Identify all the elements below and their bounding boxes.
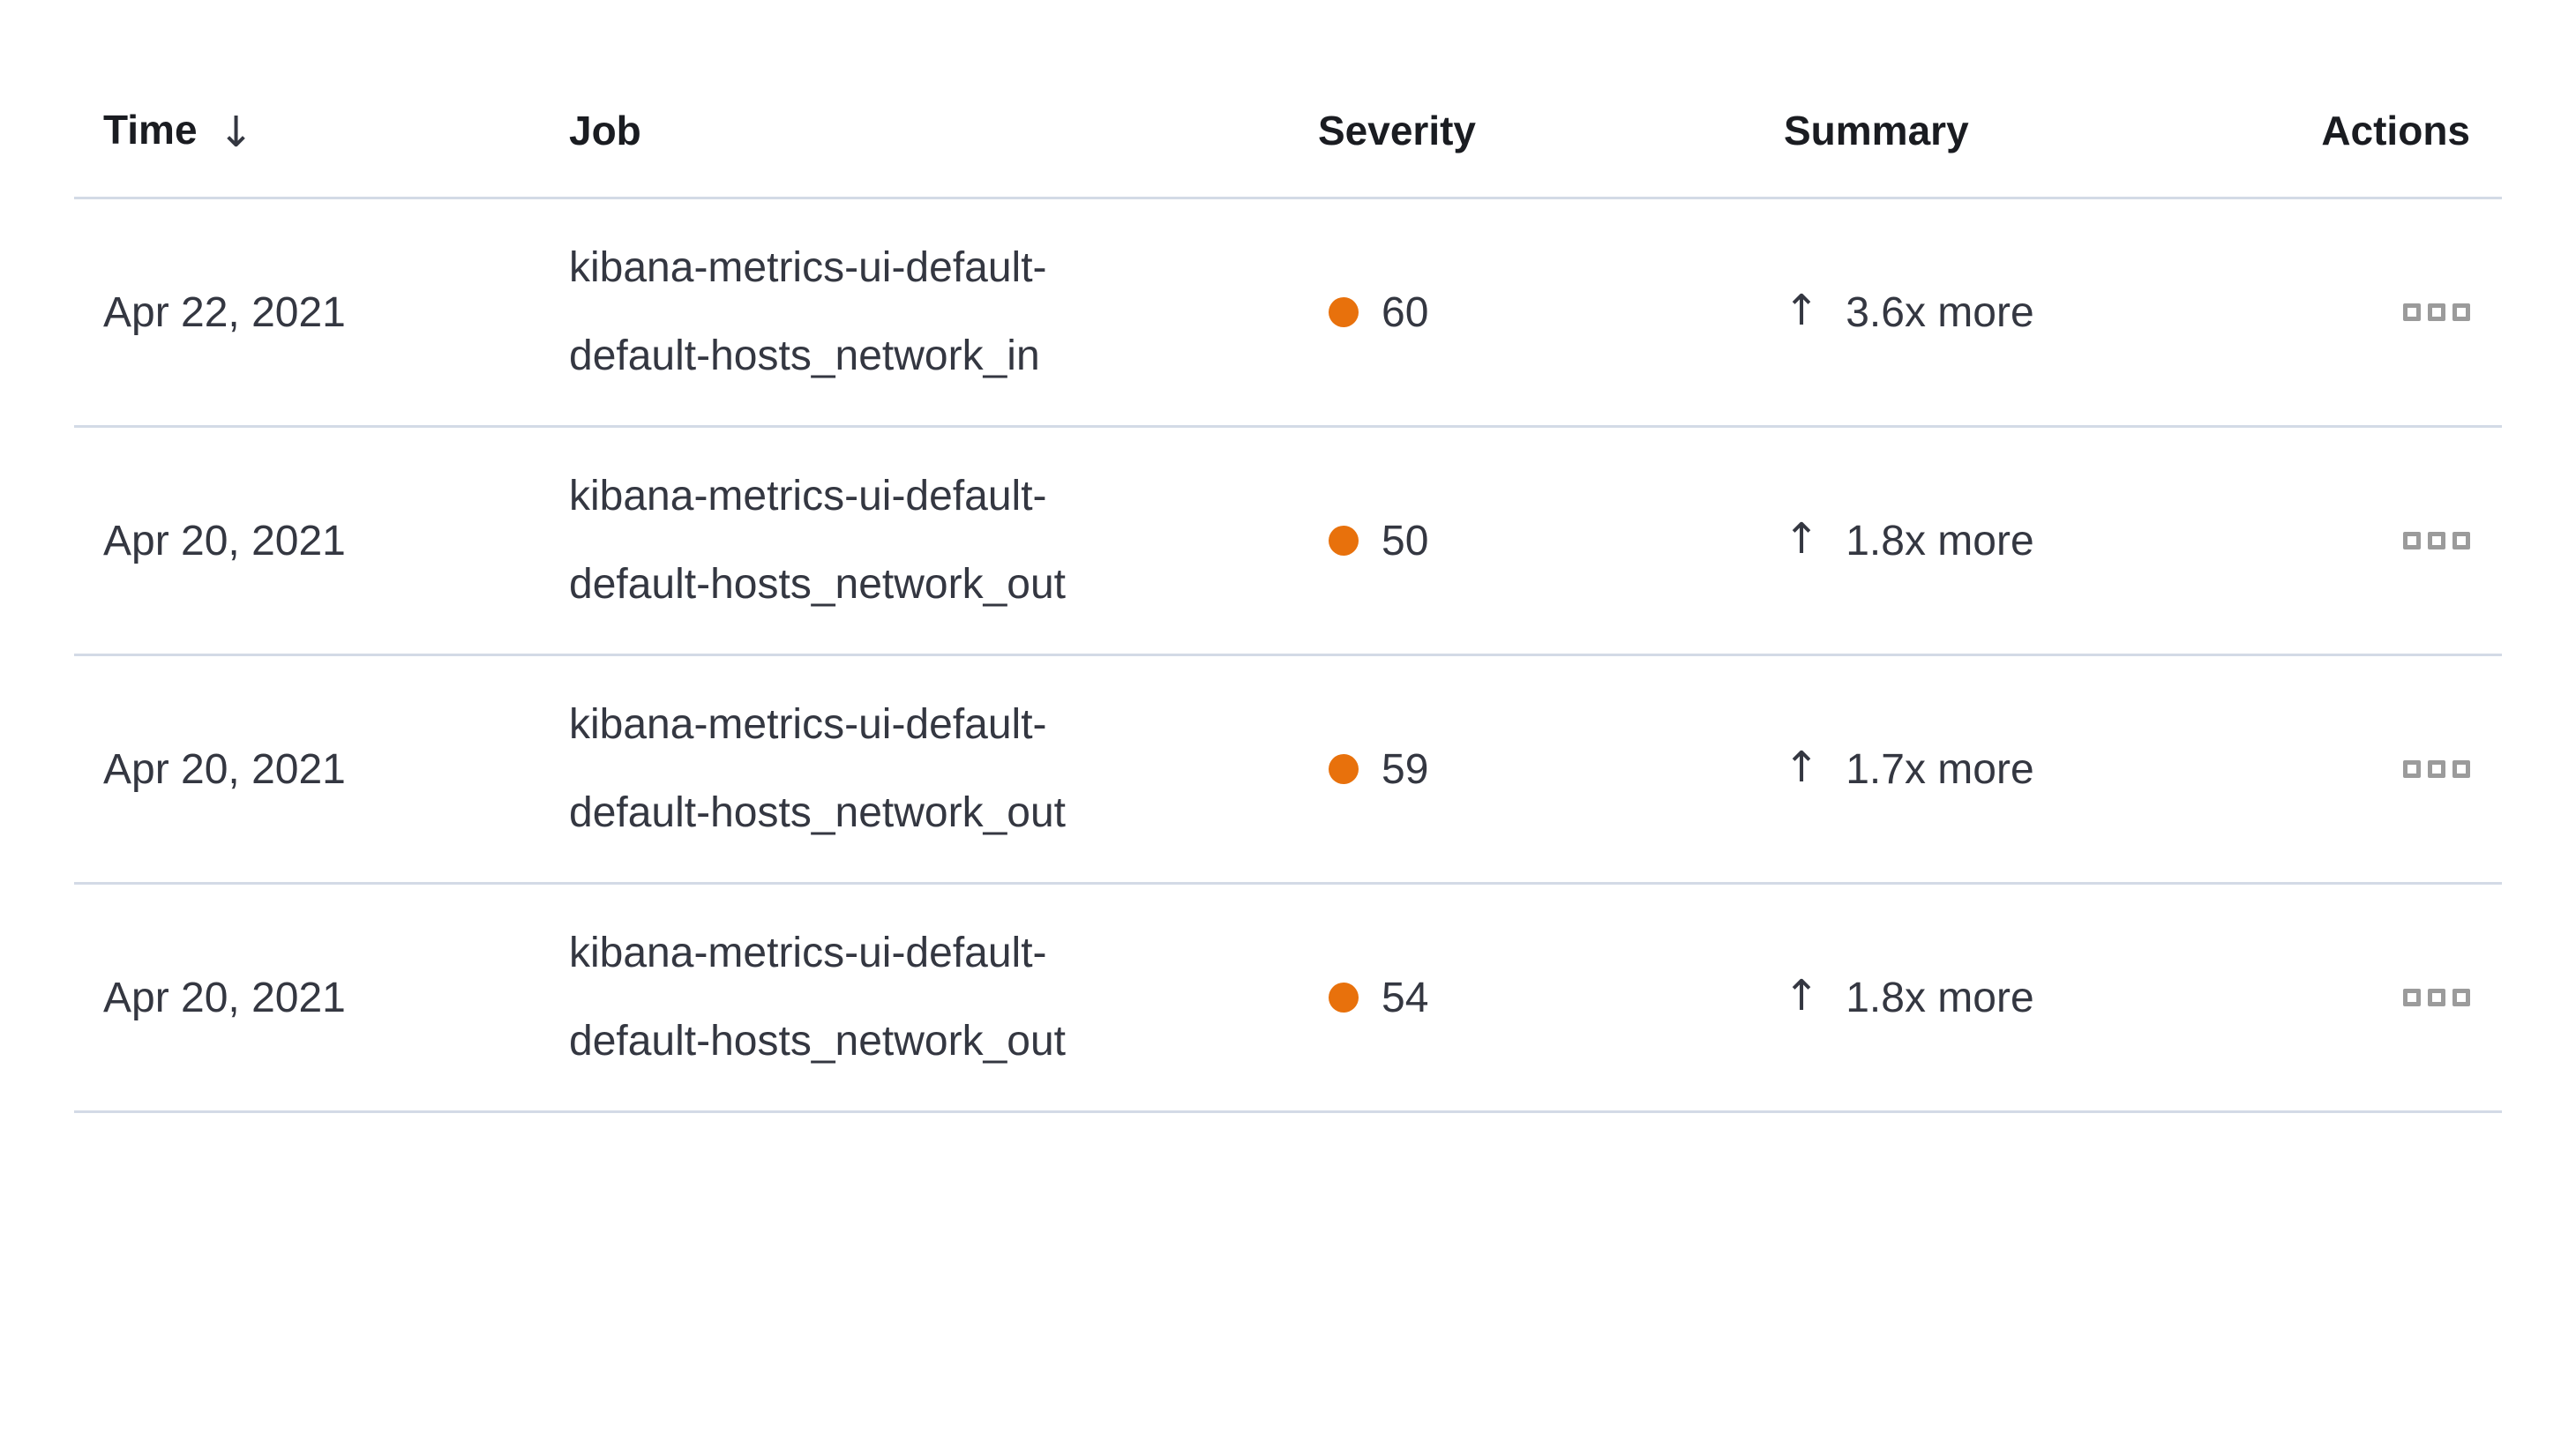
severity-dot-icon	[1329, 526, 1359, 556]
cell-summary: ↑ 1.7x more	[1755, 743, 2307, 794]
cell-time: Apr 22, 2021	[74, 288, 540, 337]
cell-actions	[2307, 303, 2502, 321]
cell-severity: 54	[1289, 974, 1755, 1022]
cell-job: kibana-metrics-ui-default- default-hosts…	[540, 681, 1289, 857]
column-header-time[interactable]: Time ↓	[74, 105, 540, 197]
job-name: kibana-metrics-ui-default- default-hosts…	[569, 473, 1067, 608]
cell-time: Apr 20, 2021	[74, 517, 540, 565]
table-row: Apr 20, 2021 kibana-metrics-ui-default- …	[74, 885, 2502, 1113]
severity-dot-icon	[1329, 297, 1359, 327]
time-value: Apr 22, 2021	[103, 288, 346, 336]
severity-score: 50	[1382, 517, 1429, 564]
cell-severity: 50	[1289, 517, 1755, 565]
cell-summary: ↑ 1.8x more	[1755, 514, 2307, 565]
cell-job: kibana-metrics-ui-default- default-hosts…	[540, 224, 1289, 400]
time-value: Apr 20, 2021	[103, 745, 346, 793]
boxes-horizontal-icon	[2403, 532, 2421, 549]
row-actions-button[interactable]	[2403, 760, 2470, 778]
job-name: kibana-metrics-ui-default- default-hosts…	[569, 244, 1047, 379]
job-name: kibana-metrics-ui-default- default-hosts…	[569, 930, 1067, 1065]
table-row: Apr 20, 2021 kibana-metrics-ui-default- …	[74, 428, 2502, 656]
summary-text: 1.7x more	[1846, 745, 2034, 793]
severity-dot-icon	[1329, 983, 1359, 1013]
cell-time: Apr 20, 2021	[74, 974, 540, 1022]
table-row: Apr 22, 2021 kibana-metrics-ui-default- …	[74, 199, 2502, 428]
cell-summary: ↑ 1.8x more	[1755, 971, 2307, 1022]
column-header-severity: Severity	[1289, 107, 1755, 197]
severity-score: 54	[1382, 974, 1429, 1021]
time-value: Apr 20, 2021	[103, 517, 346, 564]
row-actions-button[interactable]	[2403, 989, 2470, 1006]
summary-text: 1.8x more	[1846, 974, 2034, 1021]
arrow-up-icon: ↑	[1784, 286, 1820, 335]
column-header-severity-label: Severity	[1318, 108, 1477, 153]
row-actions-button[interactable]	[2403, 303, 2470, 321]
summary-text: 1.8x more	[1846, 517, 2034, 564]
anomalies-table: Time ↓ Job Severity Summary Actions Apr …	[74, 0, 2502, 1113]
column-header-summary: Summary	[1755, 107, 2307, 197]
boxes-horizontal-icon	[2403, 303, 2421, 321]
row-actions-button[interactable]	[2403, 532, 2470, 549]
table-header-row: Time ↓ Job Severity Summary Actions	[74, 0, 2502, 199]
severity-score: 60	[1382, 288, 1429, 336]
column-header-actions-label: Actions	[2321, 108, 2470, 153]
cell-actions	[2307, 989, 2502, 1006]
sort-descending-icon: ↓	[218, 108, 254, 157]
job-name: kibana-metrics-ui-default- default-hosts…	[569, 701, 1067, 836]
arrow-up-icon: ↑	[1784, 971, 1820, 1020]
column-header-time-label: Time	[103, 107, 198, 153]
cell-job: kibana-metrics-ui-default- default-hosts…	[540, 909, 1289, 1086]
severity-score: 59	[1382, 745, 1429, 793]
boxes-horizontal-icon	[2403, 989, 2421, 1006]
arrow-up-icon: ↑	[1784, 743, 1820, 792]
column-header-actions: Actions	[2307, 107, 2502, 197]
arrow-up-icon: ↑	[1784, 514, 1820, 564]
column-header-summary-label: Summary	[1784, 108, 1969, 153]
cell-time: Apr 20, 2021	[74, 745, 540, 794]
column-header-job-label: Job	[569, 108, 641, 153]
cell-job: kibana-metrics-ui-default- default-hosts…	[540, 452, 1289, 629]
severity-dot-icon	[1329, 754, 1359, 784]
cell-actions	[2307, 532, 2502, 549]
boxes-horizontal-icon	[2403, 760, 2421, 778]
cell-actions	[2307, 760, 2502, 778]
table-row: Apr 20, 2021 kibana-metrics-ui-default- …	[74, 656, 2502, 885]
column-header-job: Job	[540, 107, 1289, 197]
time-value: Apr 20, 2021	[103, 974, 346, 1021]
cell-severity: 60	[1289, 288, 1755, 337]
cell-summary: ↑ 3.6x more	[1755, 286, 2307, 337]
summary-text: 3.6x more	[1846, 288, 2034, 336]
cell-severity: 59	[1289, 745, 1755, 794]
